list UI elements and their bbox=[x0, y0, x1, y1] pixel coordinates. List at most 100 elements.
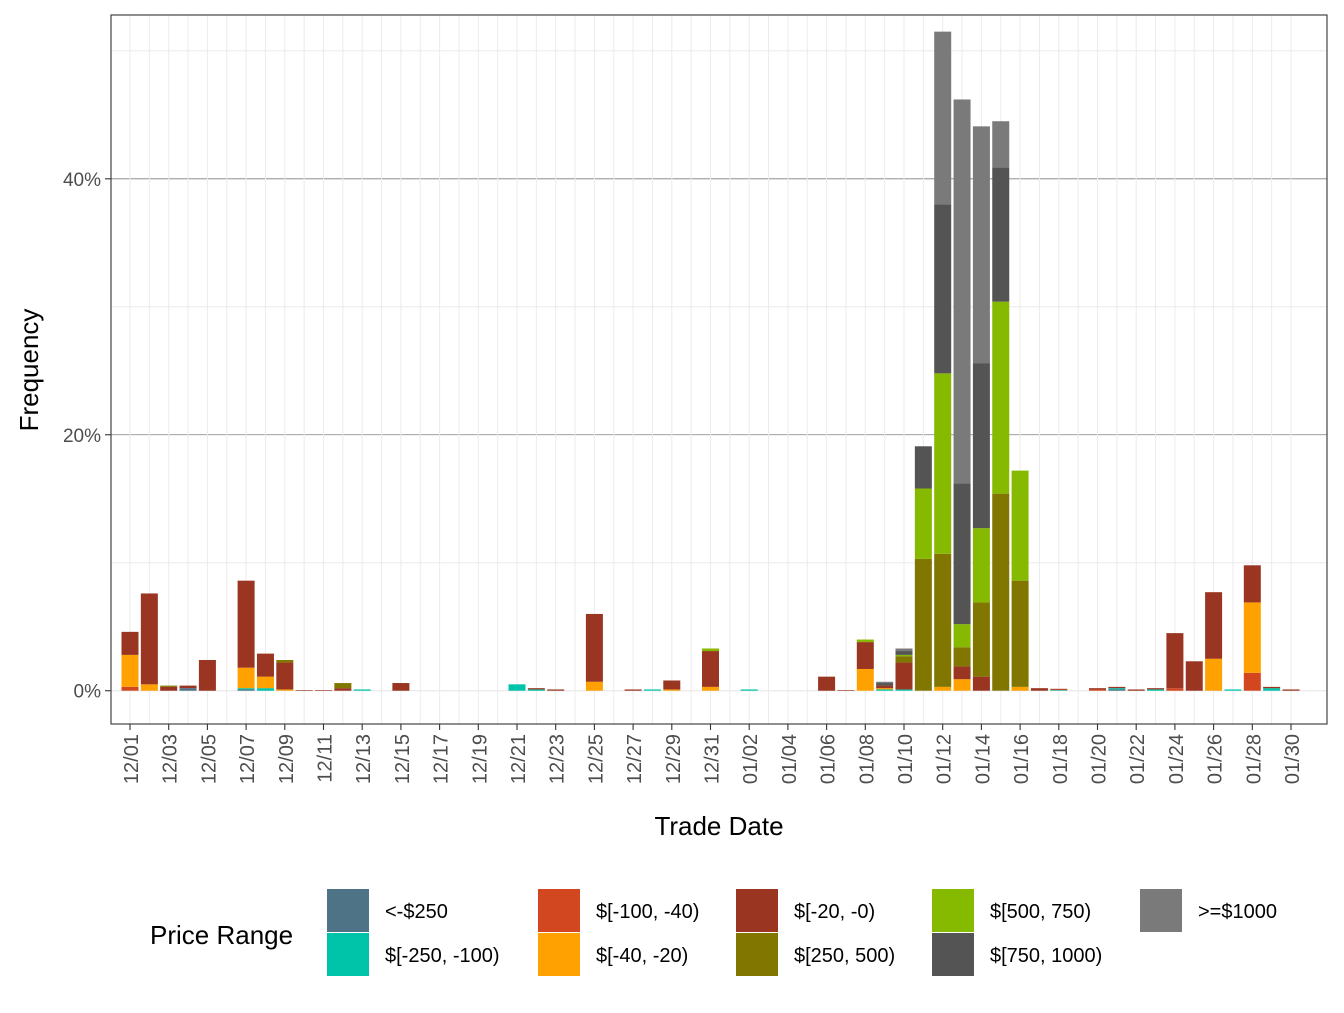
bar-segment bbox=[1166, 633, 1184, 689]
bar-segment bbox=[1205, 592, 1223, 659]
bar-segment bbox=[934, 686, 952, 691]
x-tick-label: 01/20 bbox=[1089, 734, 1111, 784]
x-tick-label: 12/05 bbox=[198, 734, 220, 784]
x-tick-label: 12/03 bbox=[160, 734, 182, 784]
bar-segment bbox=[837, 690, 855, 691]
x-tick-label: 01/22 bbox=[1127, 734, 1149, 784]
bar-segment bbox=[121, 631, 139, 655]
bar-segment bbox=[895, 662, 913, 690]
bar-segment bbox=[1050, 690, 1068, 691]
bar-segment bbox=[1263, 688, 1281, 691]
bar-segment bbox=[237, 580, 255, 668]
bar-segment bbox=[934, 31, 952, 205]
bar-segment bbox=[1108, 688, 1126, 690]
bar-segment bbox=[972, 676, 990, 691]
bar-segment bbox=[856, 639, 874, 643]
x-tick-label: 01/04 bbox=[779, 734, 801, 784]
bar-segment bbox=[237, 667, 255, 689]
bar-segment bbox=[256, 676, 274, 689]
x-tick-label: 12/17 bbox=[431, 734, 453, 784]
bar-segment bbox=[934, 373, 952, 554]
bar-segment bbox=[256, 688, 274, 691]
bar-segment bbox=[585, 613, 603, 682]
bar-segment bbox=[276, 660, 294, 663]
x-tick-label: 12/29 bbox=[663, 734, 685, 784]
x-tick-label: 01/06 bbox=[818, 734, 840, 784]
legend-swatch bbox=[538, 933, 580, 976]
bar-segment bbox=[895, 648, 913, 652]
bar-segment bbox=[856, 642, 874, 669]
bar-segment bbox=[876, 685, 894, 689]
bar-segment bbox=[914, 558, 932, 691]
plot-frame bbox=[110, 14, 1328, 725]
bar-segment bbox=[1224, 689, 1242, 691]
legend-label: $[-100, -40) bbox=[596, 901, 699, 923]
bar-segment bbox=[179, 685, 197, 689]
legend-label: $[-250, -100) bbox=[385, 945, 500, 967]
legend-label: <-$250 bbox=[385, 901, 448, 923]
x-tick-label: 12/21 bbox=[508, 734, 530, 784]
bar-segment bbox=[1166, 688, 1184, 691]
y-tick-label: 0% bbox=[74, 682, 102, 703]
bar-segment bbox=[237, 689, 255, 691]
x-axis-label: Trade Date bbox=[654, 811, 783, 841]
bar-segment bbox=[1127, 689, 1145, 691]
bar-segment bbox=[972, 602, 990, 677]
bar-segment bbox=[1205, 658, 1223, 691]
bar-segment bbox=[334, 688, 352, 691]
bar-segment bbox=[334, 683, 352, 689]
bar-segment bbox=[953, 647, 971, 667]
bar-segment bbox=[160, 686, 178, 691]
bar-segment bbox=[702, 686, 719, 691]
legend-label: $[-40, -20) bbox=[596, 945, 688, 967]
bar-segment bbox=[1147, 688, 1165, 690]
bar-segment bbox=[953, 483, 971, 625]
bar-segment bbox=[740, 689, 758, 691]
bar-segment bbox=[198, 660, 216, 691]
bar-segment bbox=[953, 666, 971, 680]
bar-segment bbox=[934, 204, 952, 374]
bar-segment bbox=[1089, 689, 1106, 691]
bar-segment bbox=[527, 689, 545, 691]
x-tick-label: 12/25 bbox=[585, 734, 607, 784]
bar-segment bbox=[1011, 686, 1029, 691]
x-tick-label: 01/26 bbox=[1205, 734, 1227, 784]
bar-segment bbox=[256, 653, 274, 677]
x-tick-label: 01/30 bbox=[1282, 734, 1304, 784]
bar-segment bbox=[992, 493, 1010, 691]
bar-segment bbox=[895, 656, 913, 663]
x-axis: 12/01 12/03 12/05 12/07 12/09 12/11 12/13 12/15… bbox=[121, 724, 1304, 784]
bar-segment bbox=[876, 681, 894, 684]
bar-segment bbox=[1011, 580, 1029, 687]
bar-segment bbox=[1108, 689, 1126, 691]
legend-swatch bbox=[327, 933, 369, 976]
x-tick-label: 12/19 bbox=[469, 734, 491, 784]
x-tick-label: 12/01 bbox=[121, 734, 143, 784]
x-tick-label: 12/15 bbox=[392, 734, 414, 784]
x-tick-label: 12/09 bbox=[276, 734, 298, 784]
bar-segment bbox=[1243, 565, 1261, 603]
legend-swatch bbox=[736, 933, 778, 976]
bar-segment bbox=[527, 688, 545, 690]
legend-swatch bbox=[932, 933, 974, 976]
bar-segment bbox=[1089, 688, 1106, 690]
bar-segment bbox=[353, 689, 371, 691]
bar-segment bbox=[392, 683, 410, 691]
grid-layer bbox=[111, 15, 1327, 724]
bar-segment bbox=[818, 676, 836, 691]
legend-label: $[250, 500) bbox=[794, 945, 895, 967]
y-tick-label: 40% bbox=[63, 170, 101, 191]
x-tick-label: 01/18 bbox=[1050, 734, 1072, 784]
bar-segment bbox=[1243, 602, 1261, 673]
bar-segment bbox=[1030, 688, 1048, 691]
legend-swatch bbox=[932, 889, 974, 932]
bar-segment bbox=[140, 593, 158, 685]
y-tick-label: 20% bbox=[63, 426, 101, 447]
bar-segment bbox=[895, 654, 913, 657]
x-tick-label: 12/07 bbox=[237, 734, 259, 784]
legend-label: $[500, 750) bbox=[990, 901, 1091, 923]
bar-segment bbox=[1263, 686, 1281, 689]
bar-segment bbox=[140, 684, 158, 691]
bar-segment bbox=[643, 689, 661, 691]
